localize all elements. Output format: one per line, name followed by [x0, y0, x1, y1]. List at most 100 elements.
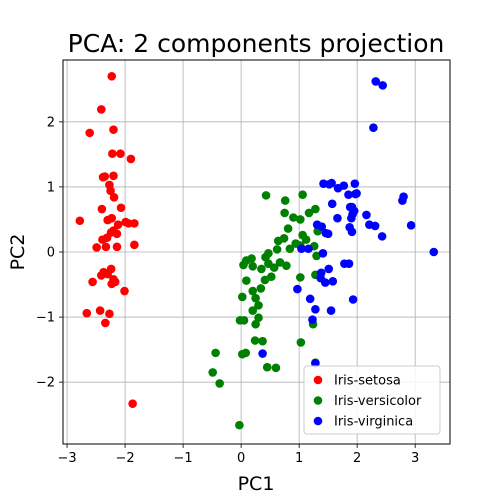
- data-point: [296, 338, 306, 347]
- data-point: [298, 190, 307, 200]
- data-point: [280, 196, 290, 205]
- data-point: [103, 269, 112, 279]
- data-point: [350, 179, 360, 188]
- y-tick-label: −1: [36, 311, 55, 326]
- axis-ticks: −3 −2 −1 0 1 2 3 −2 −1 0 1 2: [36, 115, 419, 466]
- data-point: [312, 220, 322, 229]
- legend-marker: [313, 375, 323, 385]
- data-point: [289, 213, 298, 222]
- data-point: [347, 213, 356, 223]
- legend-entry: Iris-setosa: [334, 374, 401, 389]
- data-point: [75, 216, 85, 226]
- data-point: [248, 306, 258, 315]
- data-point: [296, 215, 305, 224]
- y-tick-label: 2: [47, 115, 55, 130]
- data-point: [362, 210, 371, 220]
- data-point: [271, 363, 281, 373]
- y-tick-label: −2: [36, 376, 55, 391]
- data-point: [298, 230, 307, 240]
- data-point: [316, 268, 326, 278]
- data-point: [108, 149, 117, 159]
- data-point: [211, 348, 220, 358]
- data-point: [275, 258, 285, 267]
- data-point: [96, 271, 106, 280]
- legend-entry: Iris-virginica: [334, 415, 413, 430]
- data-point: [239, 316, 249, 325]
- data-point: [235, 420, 244, 430]
- data-point: [241, 348, 251, 358]
- data-point: [257, 264, 266, 274]
- data-point: [297, 244, 306, 254]
- data-point: [304, 208, 314, 218]
- x-tick-label: −1: [174, 451, 193, 466]
- data-point: [323, 229, 333, 239]
- x-tick-label: 1: [295, 451, 303, 466]
- data-point: [98, 235, 107, 244]
- data-point: [377, 232, 387, 241]
- data-point: [248, 262, 258, 271]
- data-point: [120, 286, 129, 296]
- data-point: [107, 279, 117, 289]
- data-point: [280, 208, 289, 218]
- data-point: [347, 227, 357, 237]
- data-point: [237, 292, 247, 302]
- data-point: [256, 284, 266, 293]
- data-point: [378, 81, 387, 90]
- data-point: [128, 399, 137, 408]
- data-point: [328, 276, 338, 286]
- data-point: [105, 309, 114, 319]
- data-point: [264, 249, 273, 258]
- data-point: [311, 304, 320, 314]
- data-point: [326, 306, 336, 315]
- data-point: [112, 242, 122, 252]
- x-tick-label: 0: [237, 451, 245, 466]
- data-point: [85, 128, 94, 138]
- data-point: [112, 229, 122, 239]
- data-point: [264, 259, 273, 269]
- data-point: [113, 220, 123, 229]
- data-point: [215, 379, 224, 388]
- data-point: [254, 301, 263, 310]
- data-point: [92, 243, 101, 252]
- data-point: [296, 273, 305, 282]
- data-point: [242, 276, 251, 285]
- data-point: [258, 336, 267, 346]
- data-point: [311, 204, 320, 214]
- data-point: [109, 193, 119, 202]
- legend-entry: Iris-versicolor: [334, 394, 422, 409]
- legend-box: [303, 365, 441, 435]
- data-point: [248, 286, 258, 296]
- data-point: [344, 259, 354, 269]
- legend: Iris-setosa Iris-versicolor Iris-virginica: [303, 365, 441, 435]
- data-point: [101, 318, 110, 328]
- data-point: [272, 245, 282, 254]
- data-point: [95, 306, 105, 315]
- data-point: [370, 221, 380, 231]
- data-point: [320, 278, 330, 287]
- data-point: [109, 125, 118, 134]
- x-axis-label: PC1: [238, 473, 275, 495]
- data-point: [116, 149, 125, 159]
- data-point: [371, 77, 381, 86]
- data-point: [285, 244, 295, 254]
- data-point: [100, 172, 110, 181]
- data-point: [262, 362, 272, 372]
- data-point: [369, 123, 378, 132]
- data-point: [293, 284, 302, 294]
- data-point: [107, 213, 117, 223]
- data-point: [348, 295, 358, 304]
- data-point: [251, 293, 260, 303]
- x-tick-label: −3: [57, 451, 76, 466]
- data-point: [283, 224, 293, 233]
- data-point: [260, 275, 270, 285]
- data-point: [107, 71, 117, 81]
- data-point: [305, 294, 315, 304]
- data-point: [261, 191, 271, 200]
- data-point: [333, 213, 342, 223]
- data-point: [304, 244, 313, 254]
- y-axis-label: PC2: [7, 234, 29, 271]
- y-tick-label: 0: [47, 246, 55, 261]
- data-points: [75, 71, 439, 430]
- legend-marker: [313, 396, 323, 405]
